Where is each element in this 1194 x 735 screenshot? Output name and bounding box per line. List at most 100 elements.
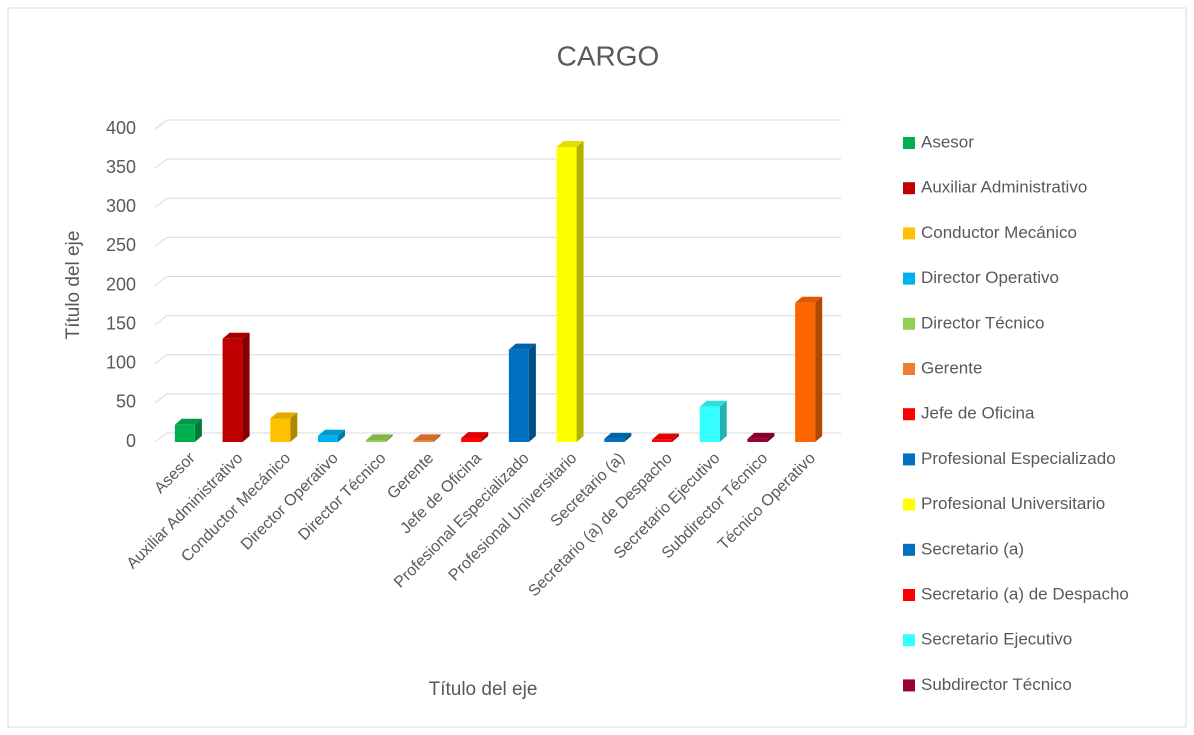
bar-side (767, 432, 775, 442)
bar-top-shade (222, 332, 250, 339)
bar-top-shade (508, 343, 536, 350)
bar-side (194, 418, 202, 442)
bar-side-shade (290, 412, 298, 442)
legend-label: Secretario Ejecutivo (921, 630, 1072, 649)
bar-side-shade (338, 429, 345, 442)
bar-top-shade (174, 418, 202, 425)
bar (747, 438, 768, 442)
bar-top-shade (795, 296, 823, 303)
legend-label: Subdirector Técnico (921, 675, 1072, 694)
legend-swatch (903, 589, 915, 601)
bar-top (461, 432, 489, 439)
legend-label: Secretario (a) (921, 539, 1024, 558)
bar-top (747, 432, 775, 439)
legend-label: Asesor (921, 132, 974, 151)
legend-label: Auxiliar Administrativo (921, 178, 1087, 197)
bar-side-shade (719, 400, 727, 442)
bar-top-shade (270, 412, 298, 419)
y-tick-label: 100 (106, 353, 136, 373)
bar-top-shade (461, 432, 489, 439)
grid-line (154, 158, 841, 169)
bar-top (795, 296, 823, 303)
grid-line (154, 393, 841, 404)
bar-side-shade (481, 432, 489, 442)
legend-label: Profesional Especializado (921, 449, 1116, 468)
legend-swatch (903, 363, 915, 375)
x-axis-title: Título del eje (429, 679, 538, 700)
legend-label: Director Operativo (921, 268, 1059, 287)
bar-side-shade (385, 434, 393, 442)
legend-label: Conductor Mecánico (921, 223, 1077, 242)
bar-side (719, 400, 727, 442)
legend-swatch (903, 317, 915, 330)
legend-swatch (903, 543, 915, 556)
bar (795, 302, 816, 442)
grid-line (154, 315, 841, 326)
bar-side-shade (576, 140, 584, 442)
bar-top-shade (699, 400, 727, 407)
bar-top (652, 433, 679, 440)
bar-side (433, 434, 441, 442)
legend-swatch (903, 498, 915, 511)
bar-top-shade (556, 140, 584, 147)
y-axis-title: Título del eje (63, 231, 84, 340)
grid-line (154, 197, 841, 208)
grid-line (154, 119, 841, 130)
bar-side (338, 429, 345, 442)
bar-side (815, 296, 823, 442)
y-tick-label: 0 (126, 431, 136, 451)
chart-border (7, 7, 1187, 728)
bar-top (508, 343, 536, 350)
legend-swatch (903, 227, 915, 240)
bar-side (385, 434, 393, 442)
bar (699, 406, 720, 442)
bar-side (576, 140, 584, 442)
bar-top (556, 140, 584, 147)
legend-label: Jefe de Oficina (921, 404, 1035, 423)
bar (413, 440, 434, 442)
bar-side-shade (433, 434, 441, 442)
legend-label: Gerente (921, 358, 982, 377)
bar (652, 439, 672, 442)
bar-side (290, 412, 298, 442)
legend-swatch (903, 634, 915, 647)
bar (365, 440, 386, 442)
bar (461, 438, 482, 442)
legend-label: Secretario (a) de Despacho (921, 584, 1129, 603)
bar-top (174, 418, 202, 425)
bar-top-shade (652, 433, 679, 440)
grid-line (154, 276, 841, 286)
bar (318, 435, 338, 442)
grid-line (154, 354, 841, 365)
bar-side (528, 343, 536, 442)
bar-side-shade (815, 296, 823, 442)
bar-side-shade (528, 343, 536, 442)
bar-side (481, 432, 489, 442)
bar (222, 338, 243, 442)
bar (604, 438, 625, 442)
legend-swatch (903, 272, 915, 285)
bar (556, 146, 577, 442)
legend-label: Director Técnico (921, 313, 1044, 332)
bar-side-shade (194, 418, 202, 442)
bar-side-shade (672, 433, 679, 442)
y-tick-label: 150 (106, 313, 136, 333)
y-tick-label: 400 (106, 118, 136, 138)
bar-top (318, 429, 345, 436)
bar-side-shade (767, 432, 775, 442)
bar-side-shade (624, 432, 632, 442)
grid-line (154, 236, 841, 247)
bar-side (672, 433, 679, 442)
bar-top (222, 332, 250, 339)
bar-top (365, 434, 393, 441)
bar-top-shade (365, 434, 393, 441)
bar-top-shade (318, 429, 345, 436)
y-tick-label: 200 (106, 274, 136, 294)
bar (174, 424, 195, 442)
bar-side (242, 332, 250, 442)
bar-top-shade (604, 432, 632, 439)
bar-side-shade (242, 332, 250, 442)
y-tick-label: 50 (116, 392, 136, 412)
legend-swatch (903, 182, 915, 195)
